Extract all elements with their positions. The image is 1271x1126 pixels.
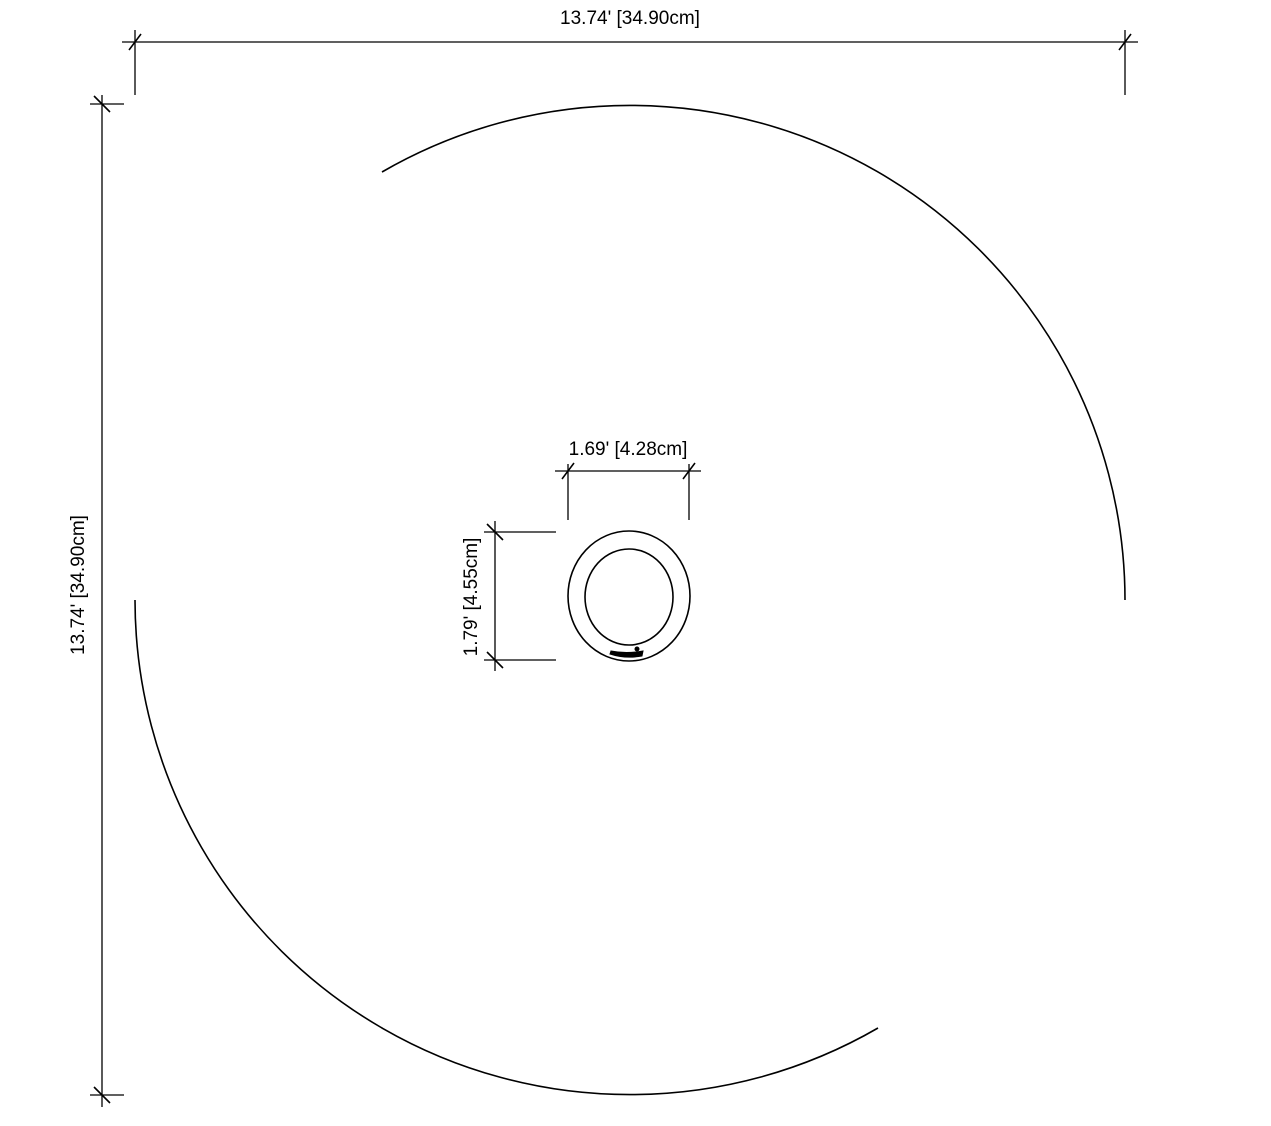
ring-mark-dot: [634, 646, 640, 652]
ring-height-tick-top: [486, 523, 504, 541]
overall-width-dimension: 13.74' [34.90cm]: [122, 8, 1138, 95]
ring-height-label: 1.79' [4.55cm]: [461, 538, 482, 657]
overall-height-label: 13.74' [34.90cm]: [68, 515, 89, 655]
height-tick-top: [93, 95, 111, 113]
outer-arc-bottom-left: [134, 599, 879, 1096]
height-tick-bottom: [93, 1086, 111, 1104]
ring-width-tick-left: [561, 462, 575, 480]
overall-width-label: 13.74' [34.90cm]: [560, 8, 700, 29]
center-ring: [567, 530, 691, 662]
overall-height-dimension: 13.74' [34.90cm]: [68, 95, 124, 1107]
ring-mark-fill: [609, 650, 644, 658]
outer-arc-top-right: [381, 104, 1126, 601]
ring-width-label: 1.69' [4.28cm]: [569, 439, 688, 460]
ring-height-tick-bottom: [486, 651, 504, 669]
ring-inner-ellipse: [584, 548, 674, 646]
width-tick-right: [1118, 33, 1132, 51]
ring-outer-ellipse: [567, 530, 691, 662]
ring-bottom-mark: [609, 646, 644, 658]
width-tick-left: [128, 33, 142, 51]
ring-height-dimension: 1.79' [4.55cm]: [461, 521, 556, 671]
ring-width-dimension: 1.69' [4.28cm]: [555, 439, 701, 520]
ring-width-tick-right: [682, 462, 696, 480]
